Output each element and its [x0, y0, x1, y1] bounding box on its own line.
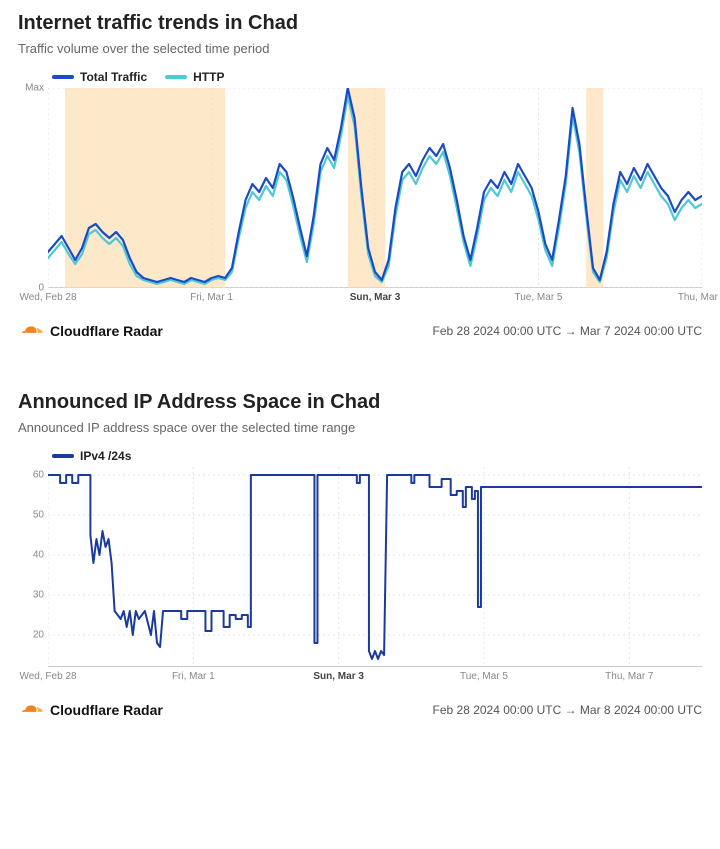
legend-swatch — [52, 454, 74, 458]
brand: Cloudflare Radar — [18, 320, 163, 341]
y-tick: 40 — [33, 550, 44, 561]
x-tick: Tue, Mar 5 — [460, 671, 508, 682]
ip-panel: Announced IP Address Space in Chad Annou… — [18, 391, 702, 720]
legend-item-ipv4: IPv4 /24s — [52, 449, 131, 463]
chart1-title: Internet traffic trends in Chad — [18, 12, 702, 35]
brand: Cloudflare Radar — [18, 699, 163, 720]
chart2-daterange: Feb 28 2024 00:00 UTC → Mar 8 2024 00:00… — [433, 703, 702, 717]
chart2-title: Announced IP Address Space in Chad — [18, 391, 702, 414]
x-tick: Wed, Feb 28 — [19, 292, 76, 303]
chart2-y-axis: 20 30 40 50 60 — [18, 467, 48, 667]
chart1-footer: Cloudflare Radar Feb 28 2024 00:00 UTC →… — [18, 320, 702, 341]
chart1-subtitle: Traffic volume over the selected time pe… — [18, 41, 702, 56]
chart2-footer: Cloudflare Radar Feb 28 2024 00:00 UTC →… — [18, 699, 702, 720]
chart2-subtitle: Announced IP address space over the sele… — [18, 420, 702, 435]
legend-label: IPv4 /24s — [80, 449, 131, 463]
chart2-x-axis: Wed, Feb 28Fri, Mar 1Sun, Mar 3Tue, Mar … — [48, 667, 702, 689]
legend-swatch — [52, 75, 74, 79]
legend-label: Total Traffic — [80, 70, 147, 84]
x-tick: Wed, Feb 28 — [19, 671, 76, 682]
chart1-y-axis: 0Max — [18, 88, 48, 288]
chart2-plot — [48, 467, 702, 667]
brand-name: Cloudflare Radar — [50, 323, 163, 339]
y-tick: 50 — [33, 510, 44, 521]
x-tick: Fri, Mar 1 — [190, 292, 233, 303]
x-tick: Sun, Mar 3 — [313, 671, 364, 682]
cloudflare-icon — [18, 320, 44, 341]
chart2-legend: IPv4 /24s — [18, 449, 702, 463]
y-tick: 60 — [33, 470, 44, 481]
chart1-plot — [48, 88, 702, 288]
x-tick: Thu, Mar 7 — [605, 671, 653, 682]
chart1-x-axis: Wed, Feb 28Fri, Mar 1Sun, Mar 3Tue, Mar … — [48, 288, 702, 310]
legend-swatch — [165, 75, 187, 79]
chart1-daterange: Feb 28 2024 00:00 UTC → Mar 7 2024 00:00… — [433, 324, 702, 338]
y-tick: Max — [25, 83, 44, 94]
y-tick: 20 — [33, 630, 44, 641]
chart2-wrap: 20 30 40 50 60 Wed, Feb 28 Fri, Mar 1 Sun, Mar… — [18, 467, 702, 689]
chart1-wrap: 0Max Wed, Feb 28 Fri, Mar 1 Sun, Mar 3 Tue,… — [18, 88, 702, 310]
chart1-legend: Total Traffic HTTP — [18, 70, 702, 84]
legend-label: HTTP — [193, 70, 224, 84]
legend-item-http: HTTP — [165, 70, 224, 84]
x-tick: Tue, Mar 5 — [515, 292, 563, 303]
x-tick: Sun, Mar 3 — [350, 292, 401, 303]
x-tick: Fri, Mar 1 — [172, 671, 215, 682]
legend-item-total: Total Traffic — [52, 70, 147, 84]
traffic-panel: Internet traffic trends in Chad Traffic … — [18, 12, 702, 341]
x-tick: Thu, Mar 7 — [678, 292, 720, 303]
cloudflare-icon — [18, 699, 44, 720]
brand-name: Cloudflare Radar — [50, 702, 163, 718]
y-tick: 30 — [33, 590, 44, 601]
